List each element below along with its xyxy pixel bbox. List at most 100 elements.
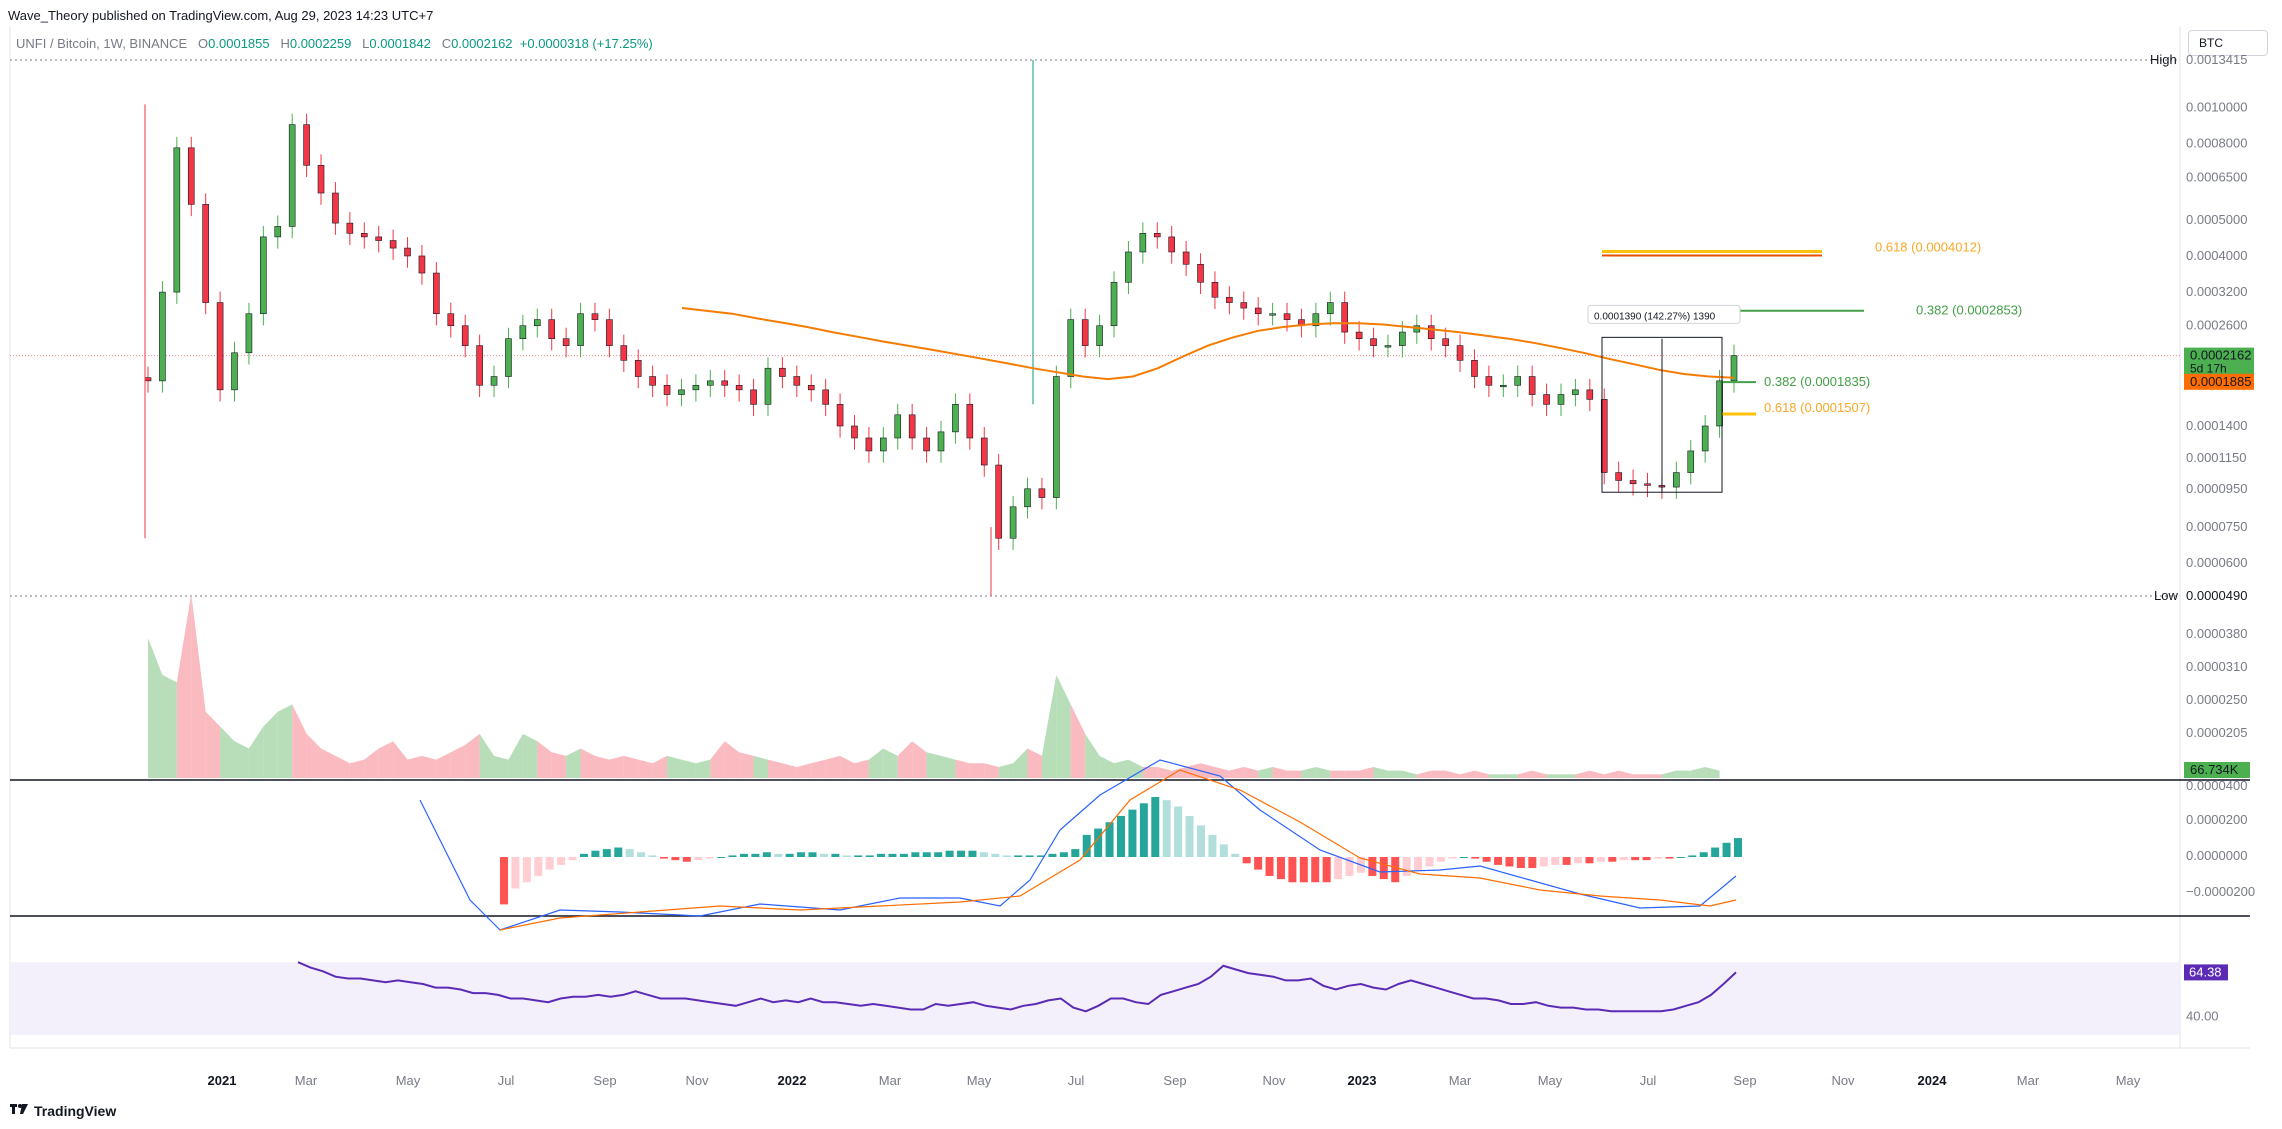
fib-label-0382-lower: 0.382 (0.0001835) (1764, 374, 1870, 389)
candle-body (332, 192, 339, 224)
time-axis-tick: 2024 (1918, 1073, 1948, 1088)
fib-label-0382-upper: 0.382 (0.0002853) (1916, 303, 2022, 318)
macd-histogram-bar (1368, 857, 1377, 876)
macd-histogram-bar (1551, 857, 1560, 865)
volume-area-segment (1070, 704, 1086, 778)
macd-histogram-bar (1071, 849, 1080, 857)
candle-body (260, 236, 267, 315)
high-value: 0.0002259 (289, 36, 352, 51)
candle-body (1139, 233, 1147, 253)
candle-body (1557, 394, 1565, 405)
macd-histogram-bar (1082, 834, 1091, 857)
volume-area-segment (248, 726, 264, 778)
candle-body (750, 389, 757, 405)
candle-body (1427, 325, 1435, 339)
rsi-last-value: 64.38 (2189, 964, 2222, 979)
volume-area-segment (897, 741, 913, 778)
tradingview-logo-icon (10, 1103, 28, 1119)
candle-body (923, 437, 930, 452)
volume-area-segment (1402, 770, 1417, 778)
volume-area-segment (421, 755, 437, 778)
rsi-line (297, 961, 1737, 1013)
macd-histogram-bar (1619, 857, 1628, 861)
volume-area-segment (393, 741, 408, 778)
macd-histogram-bar (831, 853, 840, 857)
volume-area-segment (1705, 766, 1720, 778)
low-label: L (362, 36, 370, 51)
volume-area-segment (1676, 770, 1691, 778)
candle-body (1110, 281, 1118, 327)
volume-area-segment (1373, 766, 1388, 778)
volume-area-segment (465, 733, 480, 778)
macd-histogram-bar (1562, 857, 1571, 865)
candle-body (735, 384, 743, 391)
macd-histogram-bar (1494, 857, 1503, 865)
macd-histogram-bar (1117, 815, 1125, 857)
macd-histogram-bar (1379, 857, 1388, 880)
price-axis-tick: 0.0004000 (2186, 248, 2247, 263)
candle-body (851, 425, 858, 439)
symbol-title[interactable]: UNFI / Bitcoin, 1W, BINANCE (16, 36, 188, 51)
macd-histogram-bar (1334, 857, 1343, 880)
close-value: 0.0002162 (451, 36, 513, 51)
macd-histogram-bar (1505, 857, 1514, 867)
candle-body (1182, 251, 1190, 265)
candle-body (952, 404, 959, 433)
macd-histogram-bar (1574, 857, 1583, 864)
candle-body (1514, 376, 1522, 386)
candle-body (1644, 483, 1651, 486)
volume-area-segment (955, 759, 970, 778)
volume-last-value: 66.734K (2190, 762, 2239, 777)
volume-area-segment (594, 755, 610, 778)
macd-histogram-bar (797, 852, 806, 857)
candle-body (1312, 313, 1320, 327)
volume-area-segment (811, 759, 826, 778)
candle-body (1716, 380, 1723, 427)
macd-histogram-bar (1734, 838, 1742, 857)
time-axis-tick: 2023 (1348, 1073, 1377, 1088)
candle-body (1442, 338, 1449, 346)
candle-body (1528, 376, 1536, 395)
macd-histogram-bar (557, 857, 566, 865)
volume-area-segment (1359, 766, 1374, 778)
volume-area-segment (450, 744, 466, 778)
volume-area-segment (1474, 770, 1489, 778)
time-axis-tick: Mar (879, 1073, 902, 1088)
candle-body (995, 464, 1002, 539)
candle-body (288, 124, 296, 227)
time-axis-tick: Mar (1449, 1073, 1472, 1088)
candle-body (966, 404, 974, 439)
candle-body (187, 147, 195, 205)
volume-area-segment (1517, 770, 1533, 778)
candle-body (274, 226, 282, 238)
volume-area-segment (1503, 774, 1518, 778)
macd-histogram-bar (1676, 857, 1685, 858)
candle-body (1197, 263, 1204, 283)
candle-body (1600, 399, 1608, 473)
volume-area-segment (1315, 766, 1331, 778)
volume-area-segment (638, 759, 653, 778)
volume-area-segment (176, 594, 192, 778)
volume-area-segment (739, 752, 754, 778)
candle-body (173, 147, 181, 293)
macd-histogram-bar (1539, 857, 1548, 867)
macd-histogram-bar (1448, 857, 1457, 859)
macd-histogram-bar (1299, 857, 1308, 883)
price-axis-tick: 0.0010000 (2186, 100, 2247, 115)
macd-histogram-bar (602, 849, 611, 857)
macd-histogram-bar (534, 857, 543, 876)
volume-area-segment (1589, 770, 1605, 778)
macd-histogram-bar (819, 853, 828, 857)
volume-area-segment (868, 748, 884, 778)
currency-button[interactable]: BTC (2188, 30, 2268, 56)
time-axis-tick: Mar (295, 1073, 318, 1088)
macd-histogram-bar (728, 855, 737, 857)
volume-area-segment (1041, 674, 1057, 778)
candle-body (1009, 506, 1017, 539)
volume-area-segment (623, 755, 639, 778)
volume-area-segment (998, 763, 1014, 778)
volume-area-segment (1243, 766, 1259, 778)
candle-body (505, 338, 512, 377)
time-axis-tick: May (2116, 1073, 2141, 1088)
